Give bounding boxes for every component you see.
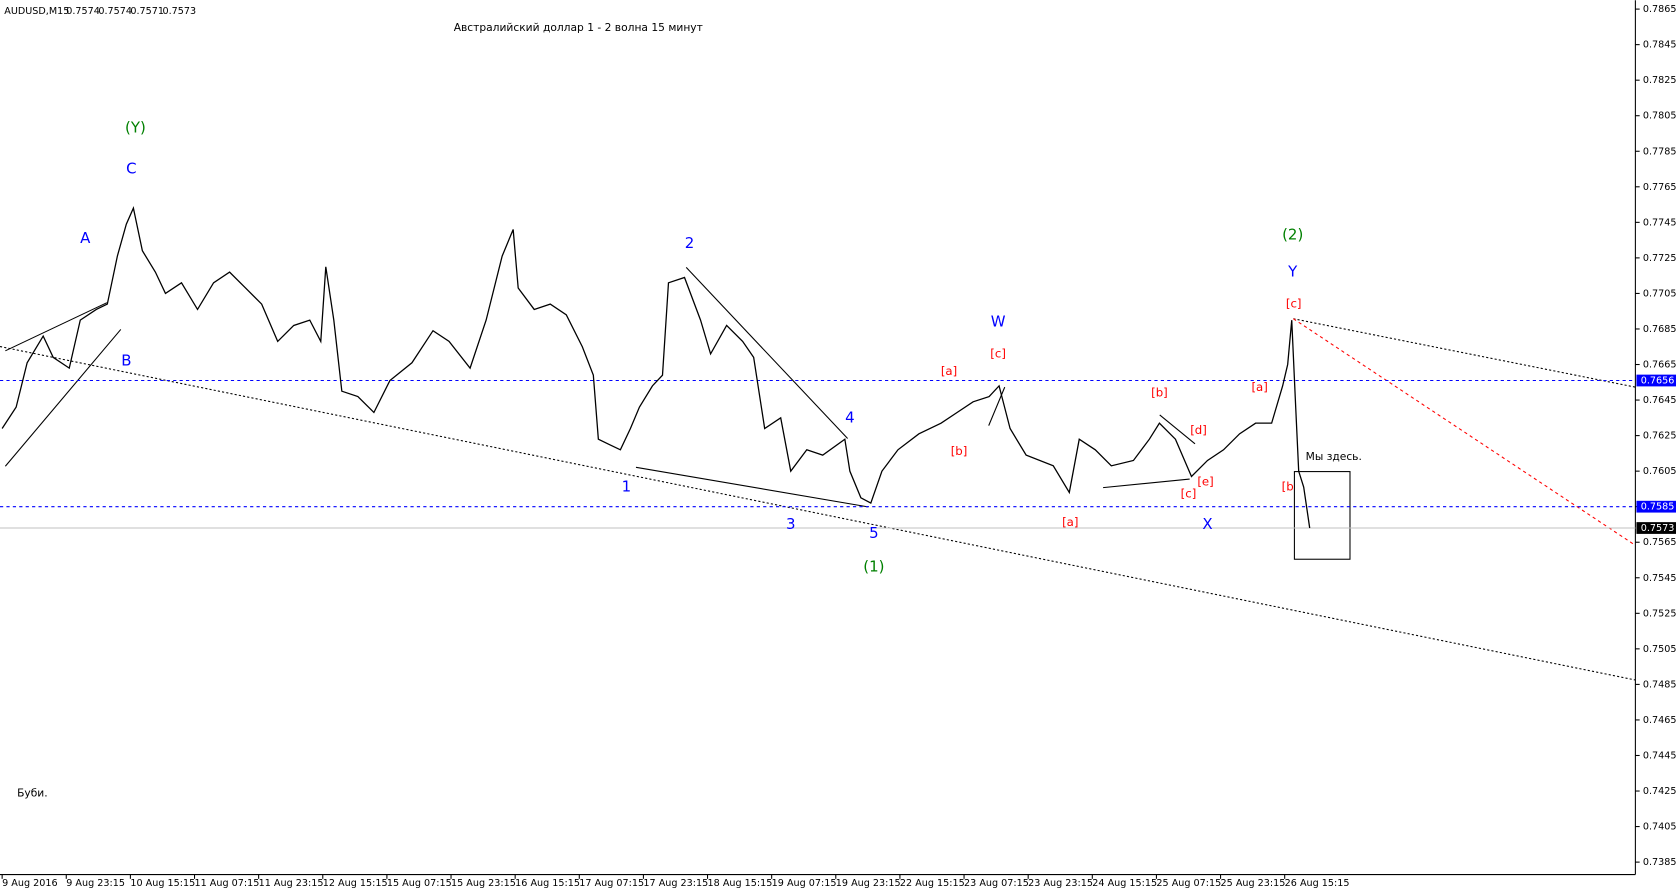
wave-label: Мы здесь. — [1306, 450, 1362, 463]
y-tick-label: 0.7805 — [1643, 111, 1676, 122]
wave-label: [d] — [1190, 423, 1207, 437]
highlight-box — [1293, 471, 1351, 560]
price-tag — [1636, 500, 1676, 513]
x-tick-label: 23 Aug 07:15 — [964, 878, 1029, 889]
wave-label: [c] — [990, 346, 1006, 360]
y-tick-label: 0.7745 — [1643, 217, 1676, 228]
ohlc-value: 0.7574 — [66, 6, 100, 17]
y-tick-label: 0.7665 — [1643, 360, 1676, 371]
x-tick-label: 9 Aug 23:15 — [66, 878, 125, 889]
y-tick-label: 0.7565 — [1643, 537, 1676, 548]
y-tick-label: 0.7785 — [1643, 146, 1676, 157]
footer-note: Буби. — [17, 786, 48, 799]
symbol-label: AUDUSD,M15 — [4, 6, 69, 17]
y-tick-label: 0.7405 — [1643, 822, 1676, 833]
price-line-series — [1, 206, 1311, 529]
wave-label: [b — [1282, 480, 1294, 494]
x-tick-label: 11 Aug 23:15 — [259, 878, 324, 889]
chart-title: Австралийский доллар 1 - 2 волна 15 мину… — [454, 21, 703, 34]
trend-line — [0, 346, 1636, 681]
y-tick-label: 0.7425 — [1643, 786, 1676, 797]
y-tick-label: 0.7865 — [1643, 4, 1676, 15]
y-tick-label: 0.7525 — [1643, 608, 1676, 619]
wave-label: [a] — [1251, 380, 1267, 394]
trend-line — [1293, 318, 1636, 546]
price-tag — [1636, 522, 1676, 534]
wave-label: X — [1202, 515, 1212, 533]
x-tick-label: 12 Aug 15:15 — [323, 878, 388, 889]
wave-label: (Y) — [125, 119, 146, 137]
wave-label: [c] — [1286, 297, 1302, 311]
x-tick-label: 17 Aug 23:15 — [643, 878, 708, 889]
y-tick-label: 0.7465 — [1643, 715, 1676, 726]
x-tick-label: 9 Aug 2016 — [2, 878, 57, 889]
y-tick-label: 0.7685 — [1643, 324, 1676, 335]
x-tick-label: 10 Aug 15:15 — [130, 878, 195, 889]
x-tick-label: 17 Aug 07:15 — [579, 878, 644, 889]
ohlc-value: 0.7573 — [162, 6, 196, 17]
ohlc-value: 0.7574 — [98, 6, 132, 17]
wave-label: 4 — [845, 408, 855, 426]
y-tick-label: 0.7385 — [1643, 857, 1676, 868]
trend-line — [685, 267, 849, 439]
trend-line — [1103, 478, 1190, 489]
x-tick-label: 19 Aug 23:15 — [836, 878, 901, 889]
wave-label: B — [121, 351, 131, 369]
wave-label: [b] — [1151, 385, 1168, 399]
y-tick-label: 0.7445 — [1643, 750, 1676, 761]
trend-line — [1293, 318, 1636, 388]
wave-label: [e] — [1197, 474, 1213, 488]
price-tag — [1636, 374, 1676, 387]
y-tick-label: 0.7485 — [1643, 679, 1676, 690]
price-tag-label: 0.7656 — [1641, 376, 1675, 387]
y-tick-label: 0.7645 — [1643, 395, 1676, 406]
x-tick-label: 18 Aug 15:15 — [708, 878, 773, 889]
y-tick-label: 0.7705 — [1643, 288, 1676, 299]
x-tick-label: 23 Aug 23:15 — [1028, 878, 1093, 889]
x-tick-label: 22 Aug 15:15 — [900, 878, 965, 889]
x-tick-label: 25 Aug 07:15 — [1156, 878, 1221, 889]
trend-line — [988, 386, 1006, 426]
y-tick-label: 0.7725 — [1643, 253, 1676, 264]
x-tick-label: 11 Aug 07:15 — [195, 878, 260, 889]
wave-label: [a] — [1062, 515, 1078, 529]
ohlc-value: 0.7571 — [130, 6, 164, 17]
trend-line — [4, 329, 122, 467]
y-tick-label: 0.7605 — [1643, 466, 1676, 477]
trend-line — [1159, 414, 1196, 445]
x-tick-label: 24 Aug 15:15 — [1092, 878, 1157, 889]
wave-label: Y — [1287, 263, 1298, 281]
x-tick-label: 19 Aug 07:15 — [772, 878, 837, 889]
wave-label: 3 — [786, 515, 796, 533]
price-tag-label: 0.7573 — [1641, 523, 1675, 534]
x-tick-label: 15 Aug 23:15 — [451, 878, 516, 889]
wave-label: (1) — [863, 558, 884, 576]
wave-label: [c] — [1181, 487, 1197, 501]
wave-label: 5 — [869, 524, 879, 542]
trend-line — [5, 302, 108, 352]
wave-label: 2 — [685, 234, 695, 252]
wave-label: [a] — [941, 364, 957, 378]
wave-label: (2) — [1282, 225, 1303, 243]
x-tick-label: 25 Aug 23:15 — [1221, 878, 1286, 889]
y-tick-label: 0.7505 — [1643, 644, 1676, 655]
trend-line — [635, 466, 869, 508]
wave-label: C — [126, 160, 136, 178]
y-tick-label: 0.7765 — [1643, 182, 1676, 193]
wave-label: W — [991, 312, 1006, 330]
y-tick-label: 0.7545 — [1643, 573, 1676, 584]
x-tick-label: 15 Aug 07:15 — [387, 878, 452, 889]
wave-label: 1 — [622, 478, 632, 496]
y-tick-label: 0.7825 — [1643, 75, 1676, 86]
wave-label: A — [80, 229, 91, 247]
y-tick-label: 0.7845 — [1643, 40, 1676, 51]
y-tick-label: 0.7625 — [1643, 431, 1676, 442]
drawings — [0, 267, 1636, 681]
price-tag-label: 0.7585 — [1641, 502, 1675, 513]
x-tick-label: 16 Aug 15:15 — [515, 878, 580, 889]
x-tick-label: 26 Aug 15:15 — [1285, 878, 1350, 889]
wave-label: [b] — [951, 444, 968, 458]
